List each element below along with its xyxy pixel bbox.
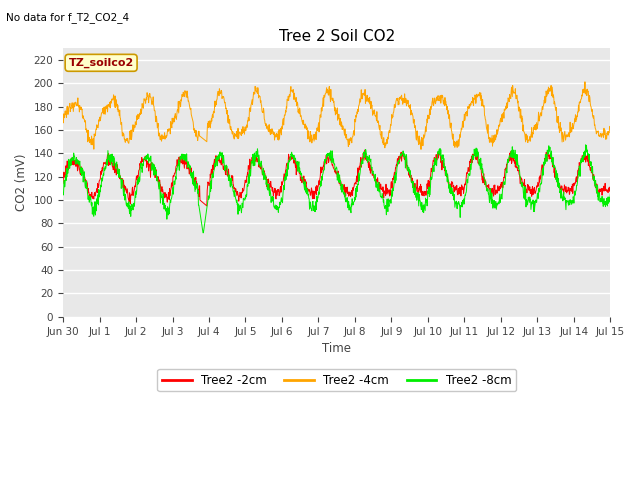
Text: No data for f_T2_CO2_4: No data for f_T2_CO2_4: [6, 12, 129, 23]
Y-axis label: CO2 (mV): CO2 (mV): [15, 154, 28, 211]
X-axis label: Time: Time: [322, 342, 351, 355]
Legend: Tree2 -2cm, Tree2 -4cm, Tree2 -8cm: Tree2 -2cm, Tree2 -4cm, Tree2 -8cm: [157, 369, 516, 392]
Text: TZ_soilco2: TZ_soilco2: [68, 58, 134, 68]
Title: Tree 2 Soil CO2: Tree 2 Soil CO2: [278, 29, 395, 44]
